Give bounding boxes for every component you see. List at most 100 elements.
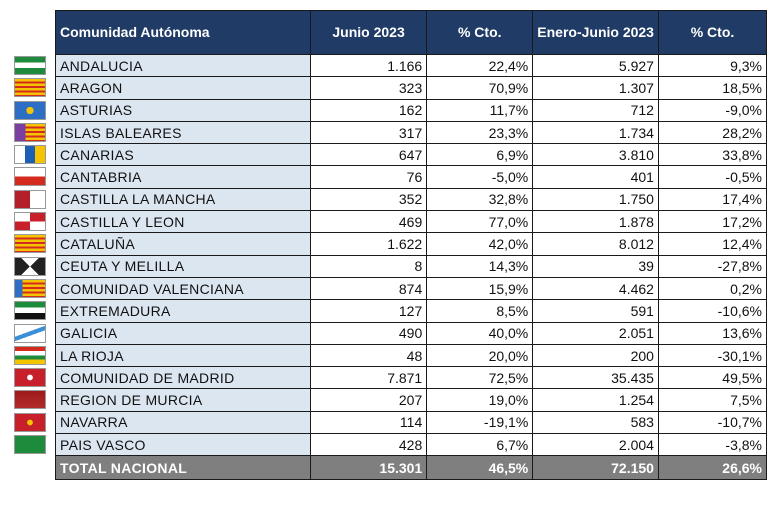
cell: -3,8%: [657, 433, 767, 457]
cell: -10,7%: [657, 410, 767, 435]
cell: 77,0%: [426, 210, 534, 234]
column-header: % Cto.: [657, 10, 767, 55]
region-flag: [14, 434, 46, 454]
cell: 1.878: [532, 210, 659, 234]
cell: 1.166: [309, 53, 428, 78]
cell: -9,0%: [657, 98, 767, 122]
region-name: ARAGON: [55, 76, 311, 100]
region-flag: [14, 77, 46, 97]
column-header: % Cto.: [426, 10, 534, 55]
cell: 1.622: [309, 232, 428, 256]
region-name: PAIS VASCO: [55, 433, 311, 457]
cell: 317: [309, 120, 428, 145]
cell: 42,0%: [426, 232, 534, 256]
cell: 17,2%: [657, 210, 767, 234]
region-flag: [14, 345, 46, 365]
cell: 7.871: [309, 366, 428, 390]
table-row: ISLAS BALEARES 317 23,3% 1.734 28,2%: [55, 120, 767, 145]
region-flag: [14, 412, 46, 432]
table-row: CATALUÑA 1.622 42,0% 8.012 12,4%: [55, 232, 767, 256]
cell: 591: [532, 299, 659, 323]
cell: 6,9%: [426, 143, 534, 167]
region-flag: [14, 166, 46, 186]
cell: 207: [309, 388, 428, 412]
cell: 1.750: [532, 187, 659, 212]
table-row: REGION DE MURCIA 207 19,0% 1.254 7,5%: [55, 388, 767, 412]
cell: 647: [309, 143, 428, 167]
column-header: Comunidad Autónoma: [55, 10, 311, 55]
cell: 7,5%: [657, 388, 767, 412]
sales-table: Comunidad Autónoma Junio 2023% Cto. Enero-…: [55, 10, 767, 481]
cell: 1.307: [532, 76, 659, 100]
cell: 8,5%: [426, 299, 534, 323]
region-name: CASTILLA Y LEON: [55, 210, 311, 234]
cell: -10,6%: [657, 299, 767, 323]
cell: 23,3%: [426, 120, 534, 145]
total-row: TOTAL NACIONAL 15.301 46,5% 72.150 26,6%: [55, 455, 767, 481]
cell: 8: [309, 254, 428, 278]
cell: 49,5%: [657, 366, 767, 390]
region-flag: [14, 144, 46, 164]
region-name: ASTURIAS: [55, 98, 311, 122]
cell: 22,4%: [426, 53, 534, 78]
cell: 12,4%: [657, 232, 767, 256]
cell: 9,3%: [657, 53, 767, 78]
region-name: CANARIAS: [55, 143, 311, 167]
cell: 11,7%: [426, 98, 534, 122]
region-name: COMUNIDAD VALENCIANA: [55, 276, 311, 301]
region-flag: [14, 389, 46, 409]
region-name: CEUTA Y MELILLA: [55, 254, 311, 278]
total-cell: 26,6%: [657, 455, 767, 481]
cell: 28,2%: [657, 120, 767, 145]
cell: 1.734: [532, 120, 659, 145]
cell: -19,1%: [426, 410, 534, 435]
cell: 19,0%: [426, 388, 534, 412]
table-body: ANDALUCIA 1.166 22,4% 5.927 9,3% ARAGON 323 70,…: [55, 53, 767, 481]
region-name: COMUNIDAD DE MADRID: [55, 366, 311, 390]
cell: 162: [309, 98, 428, 122]
table-row: NAVARRA 114 -19,1% 583 -10,7%: [55, 410, 767, 435]
region-name: EXTREMADURA: [55, 299, 311, 323]
region-flag: [14, 278, 46, 298]
cell: 200: [532, 343, 659, 368]
table-row: CANTABRIA 76 -5,0% 401 -0,5%: [55, 165, 767, 189]
cell: 1.254: [532, 388, 659, 412]
total-cell: 72.150: [532, 455, 659, 481]
region-flag: [14, 300, 46, 320]
table-row: ASTURIAS 162 11,7% 712 -9,0%: [55, 98, 767, 122]
table-row: ANDALUCIA 1.166 22,4% 5.927 9,3%: [55, 53, 767, 78]
region-name: CANTABRIA: [55, 165, 311, 189]
region-name: ISLAS BALEARES: [55, 120, 311, 145]
region-flag: [14, 233, 46, 253]
table-row: CEUTA Y MELILLA 8 14,3% 39 -27,8%: [55, 254, 767, 278]
region-name: NAVARRA: [55, 410, 311, 435]
table-row: PAIS VASCO 428 6,7% 2.004 -3,8%: [55, 433, 767, 457]
cell: 469: [309, 210, 428, 234]
cell: 114: [309, 410, 428, 435]
cell: -30,1%: [657, 343, 767, 368]
cell: 428: [309, 433, 428, 457]
region-flag: [14, 122, 46, 142]
total-cell: 15.301: [309, 455, 428, 481]
region-name: LA RIOJA: [55, 343, 311, 368]
header-row: Comunidad Autónoma Junio 2023% Cto. Enero-…: [55, 10, 767, 55]
cell: 39: [532, 254, 659, 278]
cell: 712: [532, 98, 659, 122]
column-header: Enero-Junio 2023: [532, 10, 659, 55]
region-name: CATALUÑA: [55, 232, 311, 256]
cell: 323: [309, 76, 428, 100]
cell: 72,5%: [426, 366, 534, 390]
table-row: CASTILLA Y LEON 469 77,0% 1.878 17,2%: [55, 210, 767, 234]
table-row: ARAGON 323 70,9% 1.307 18,5%: [55, 76, 767, 100]
region-name: CASTILLA LA MANCHA: [55, 187, 311, 212]
cell: 14,3%: [426, 254, 534, 278]
cell: 3.810: [532, 143, 659, 167]
region-flag: [14, 55, 46, 75]
total-cell: 46,5%: [426, 455, 534, 481]
region-name: ANDALUCIA: [55, 53, 311, 78]
cell: 48: [309, 343, 428, 368]
cell: 2.051: [532, 321, 659, 345]
cell: 5.927: [532, 53, 659, 78]
cell: 40,0%: [426, 321, 534, 345]
